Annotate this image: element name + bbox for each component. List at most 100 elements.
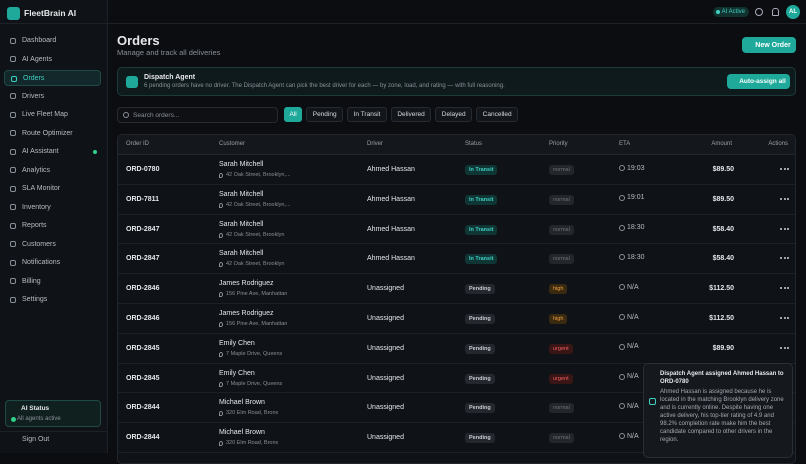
actions-menu[interactable]	[780, 284, 790, 292]
nav-item[interactable]: SLA Monitor	[4, 181, 101, 197]
search-box[interactable]: Search orders...	[117, 107, 278, 123]
nav-label: Inventory	[22, 203, 51, 211]
nav-label: Settings	[22, 296, 48, 303]
filter-chip[interactable]: Delayed	[435, 107, 473, 122]
sign-out[interactable]: Sign Out	[22, 436, 50, 443]
nav-item[interactable]: Route Optimizer	[4, 126, 101, 142]
amount: $112.50	[709, 315, 734, 322]
menu-dot	[783, 317, 786, 319]
nav-icon	[10, 167, 16, 173]
nav-item[interactable]: Live Fleet Map	[4, 107, 101, 123]
actions-menu[interactable]	[780, 254, 790, 262]
nav-item[interactable]: Drivers	[4, 89, 101, 105]
divider	[0, 431, 108, 432]
filter-chip[interactable]: Pending	[306, 107, 344, 122]
ai-status-card: AI Status All agents active	[5, 400, 101, 427]
actions-menu[interactable]	[780, 225, 790, 233]
customer-address: 42 Oak Street, Brooklyn	[226, 231, 285, 238]
priority-badge: normal	[549, 254, 574, 265]
priority-badge: normal	[549, 194, 574, 205]
nav-item[interactable]: Notifications	[4, 255, 101, 271]
column-header: Actions	[768, 141, 788, 147]
nav-dot	[93, 150, 97, 154]
nav-item[interactable]: Customers	[4, 237, 101, 253]
nav-item[interactable]: Orders	[4, 70, 101, 86]
avatar[interactable]: AL	[786, 5, 800, 19]
table-row: ORD-2846 James Rodriguez 156 Pine Ave, Man…	[118, 304, 795, 334]
nav-icon	[10, 37, 16, 44]
filter-chip[interactable]: In Transit	[347, 107, 387, 122]
nav-label: Drivers	[22, 92, 45, 100]
nav-label: Billing	[22, 277, 41, 285]
customer-name: James Rodriguez	[219, 310, 274, 317]
ai-status-text: All agents active	[17, 416, 61, 422]
clock-icon	[619, 254, 625, 261]
table-row: ORD-2847 Sarah Mitchell 42 Oak Street, Bro…	[118, 244, 795, 275]
actions-menu[interactable]	[780, 314, 790, 322]
status-badge: Pending	[465, 403, 495, 414]
filter-chip[interactable]: All	[284, 107, 303, 122]
toast-text: Ahmed Hassan is assigned because he is l…	[660, 389, 784, 443]
menu-dot	[780, 346, 782, 349]
ai-status-title: AI Status	[21, 405, 50, 412]
eta: N/A	[627, 283, 639, 291]
order-id[interactable]: ORD-2845	[126, 344, 160, 352]
driver: Ahmed Hassan	[367, 195, 415, 203]
nav-item[interactable]: AI Assistant	[4, 144, 101, 160]
nav-item[interactable]: Reports	[4, 218, 101, 234]
driver: Unassigned	[367, 344, 404, 352]
customer-name: James Rodriguez	[219, 280, 274, 288]
nav-item[interactable]: Dashboard	[4, 33, 101, 49]
menu-dot	[787, 227, 789, 230]
driver: Unassigned	[367, 374, 404, 382]
order-id[interactable]: ORD-0780	[126, 166, 160, 173]
nav-item[interactable]: AI Agents	[4, 52, 101, 68]
pin-icon	[219, 292, 223, 298]
amount: $89.90	[712, 344, 734, 352]
new-order-button[interactable]: New Order	[742, 37, 796, 53]
nav-icon	[10, 148, 16, 155]
filter-chip[interactable]: Delivered	[390, 107, 432, 122]
menu-dot	[780, 317, 782, 319]
pin-icon	[219, 262, 223, 268]
ai-active-badge: AI Active	[713, 7, 749, 17]
status-badge: Pending	[465, 284, 495, 295]
actions-menu[interactable]	[780, 344, 790, 352]
pin-icon	[219, 411, 223, 417]
column-header: Priority	[549, 141, 568, 147]
auto-assign-button[interactable]: Auto-assign all	[727, 74, 790, 89]
bell-icon[interactable]	[772, 8, 779, 16]
theme-icon[interactable]	[755, 8, 763, 16]
priority-badge: high	[549, 284, 568, 295]
customer-address: 320 Elm Road, Bronx	[226, 410, 279, 417]
amount: $112.50	[709, 285, 734, 293]
order-id[interactable]: ORD-2846	[126, 315, 160, 322]
order-id[interactable]: ORD-2845	[126, 374, 160, 382]
actions-menu[interactable]	[780, 165, 790, 173]
nav-item[interactable]: Billing	[4, 274, 101, 290]
order-id[interactable]: ORD-2844	[126, 434, 160, 442]
logo	[7, 7, 20, 20]
order-id[interactable]: ORD-2847	[126, 255, 160, 263]
customer-name: Sarah Mitchell	[219, 220, 264, 228]
nav-item[interactable]: Inventory	[4, 200, 101, 216]
order-id[interactable]: ORD-2844	[126, 404, 160, 412]
order-id[interactable]: ORD-7811	[126, 195, 160, 203]
priority-badge: normal	[549, 224, 574, 235]
menu-dot	[787, 257, 789, 260]
nav-item[interactable]: Analytics	[4, 163, 101, 179]
sidebar: FleetBrain AI AI Status All agents activ…	[0, 0, 108, 453]
nav-label: Customers	[22, 240, 56, 248]
menu-dot	[783, 227, 786, 230]
badge-dot	[716, 10, 720, 14]
order-id[interactable]: ORD-2847	[126, 225, 160, 233]
nav-label: Dashboard	[22, 37, 57, 44]
pin-icon	[219, 232, 223, 238]
order-id[interactable]: ORD-2846	[126, 285, 160, 293]
priority-badge: high	[549, 314, 568, 324]
actions-menu[interactable]	[780, 195, 790, 203]
nav-item[interactable]: Settings	[4, 292, 101, 308]
menu-dot	[780, 287, 782, 290]
button-label: New Order	[755, 41, 791, 49]
filter-chip[interactable]: Cancelled	[476, 107, 519, 122]
